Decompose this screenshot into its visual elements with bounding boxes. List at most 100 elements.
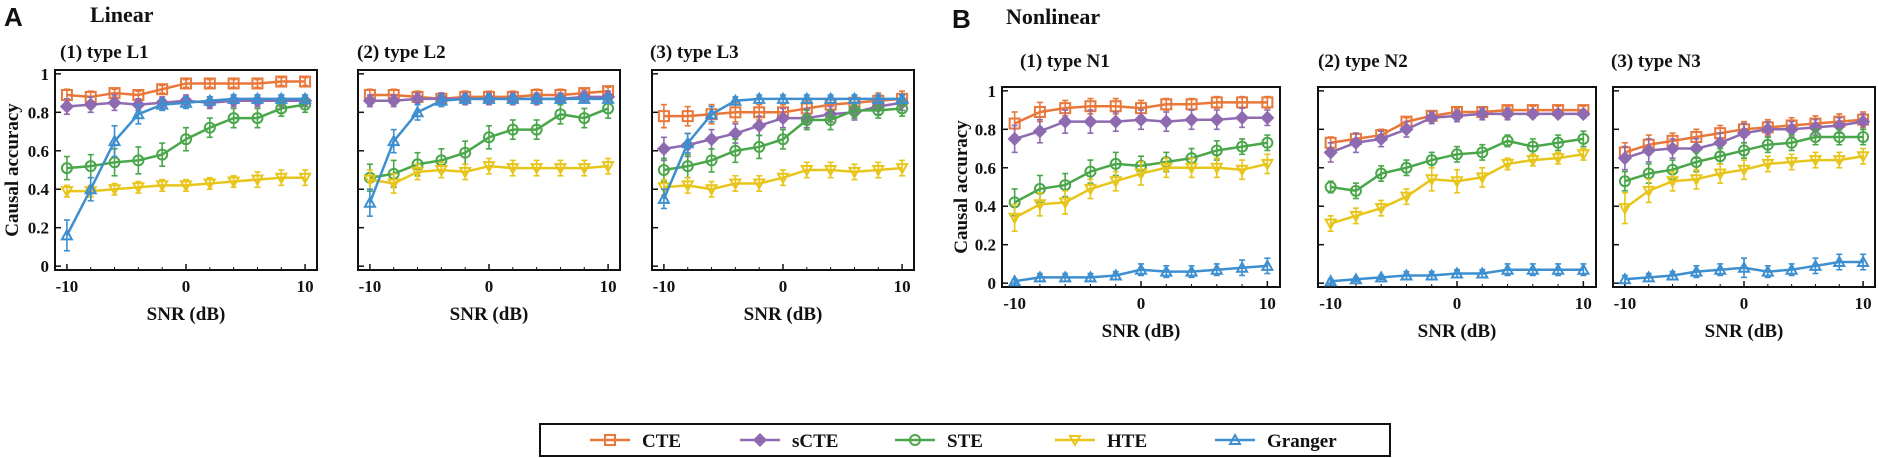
data-point <box>155 180 169 193</box>
y-tick-label: 0.6 <box>975 159 996 178</box>
data-point <box>1576 262 1591 275</box>
data-point <box>872 104 885 117</box>
data-point <box>578 112 591 125</box>
data-point <box>1210 96 1223 109</box>
series-line <box>65 97 306 236</box>
data-point <box>60 186 74 199</box>
data-point <box>1425 154 1438 167</box>
data-point <box>1109 157 1122 170</box>
data-point <box>362 93 377 108</box>
data-point <box>1551 262 1565 275</box>
data-point <box>1760 122 1775 137</box>
data-point <box>1261 136 1274 149</box>
data-point <box>1809 131 1822 143</box>
data-point <box>155 97 169 110</box>
data-point <box>1525 106 1540 121</box>
data-point <box>1451 148 1463 161</box>
legend-label: CTE <box>642 431 681 452</box>
data-point <box>529 163 544 176</box>
data-point <box>482 91 496 104</box>
data-point <box>895 163 909 176</box>
data-point <box>681 160 694 173</box>
data-point <box>1184 162 1199 175</box>
data-point <box>1323 145 1338 160</box>
data-point <box>1133 112 1149 127</box>
data-point <box>1375 167 1388 180</box>
data-point <box>1109 268 1123 281</box>
data-point <box>1260 258 1275 271</box>
data-point <box>1551 153 1565 166</box>
data-point <box>180 77 192 90</box>
data-point <box>203 121 216 134</box>
series-hte <box>657 159 909 198</box>
data-point <box>227 77 240 90</box>
x-tick-label: 0 <box>1137 294 1146 313</box>
series-ste <box>60 96 312 181</box>
data-point <box>1323 274 1338 287</box>
data-point <box>482 161 496 174</box>
x-tick-label: 0 <box>485 277 494 296</box>
data-point <box>1500 262 1515 275</box>
data-point <box>1501 134 1514 147</box>
data-point <box>132 154 145 167</box>
data-point <box>1450 266 1464 279</box>
data-point <box>1058 197 1072 210</box>
series-scte <box>1323 106 1591 163</box>
y-tick-label: 0.4 <box>975 197 997 216</box>
series-granger <box>657 91 909 210</box>
legend-label: HTE <box>1107 431 1147 452</box>
data-point <box>1134 168 1148 181</box>
data-point <box>434 165 449 178</box>
data-point <box>274 91 288 104</box>
x-tick-label: 0 <box>182 277 191 296</box>
y-tick-label: 0.2 <box>975 236 996 255</box>
data-point <box>1374 131 1389 146</box>
y-axis-label: Causal accuracy <box>951 120 972 254</box>
data-point <box>1083 270 1098 283</box>
x-tick-label: 10 <box>1855 294 1872 313</box>
data-point <box>1856 114 1871 129</box>
x-tick-label: -10 <box>1614 294 1637 313</box>
data-point <box>705 154 718 167</box>
y-axis-label: Causal accuracy <box>2 103 23 237</box>
data-point <box>107 134 122 147</box>
data-point <box>1236 140 1249 153</box>
section-title-linear: Linear <box>90 2 154 27</box>
data-point <box>299 75 312 88</box>
data-point <box>1235 110 1250 125</box>
x-tick-label: 10 <box>1259 294 1276 313</box>
data-point <box>1476 146 1489 159</box>
data-point <box>1235 164 1249 177</box>
data-point <box>1577 132 1590 145</box>
section-letter-a: A <box>4 2 23 32</box>
chart-panel-l2: (2) type L2 -10 0 10 SNR (dB) <box>357 42 621 325</box>
data-point <box>752 178 766 191</box>
x-tick-label: 0 <box>779 277 788 296</box>
data-point <box>800 114 813 126</box>
y-tick-label: 0.4 <box>28 180 50 199</box>
data-point <box>1526 262 1540 275</box>
y-tick-label: 0.2 <box>28 219 49 238</box>
data-point <box>1374 203 1388 216</box>
data-point <box>83 97 98 112</box>
data-point <box>1832 254 1846 267</box>
x-tick-label: 10 <box>894 277 911 296</box>
y-tick-label: 0 <box>988 274 997 293</box>
data-point <box>387 178 401 191</box>
x-tick-label: 10 <box>297 277 314 296</box>
panel-title: (1) type L1 <box>60 42 149 63</box>
data-point <box>1109 176 1123 189</box>
data-point <box>823 91 838 104</box>
data-point <box>1184 264 1199 277</box>
data-point <box>250 174 265 187</box>
data-point <box>1618 203 1632 216</box>
x-axis-label: SNR (dB) <box>450 304 529 325</box>
data-point <box>506 163 520 176</box>
data-point <box>1552 136 1565 149</box>
data-point <box>458 166 472 179</box>
data-point <box>1032 124 1047 139</box>
legend-label: Granger <box>1267 431 1337 452</box>
data-point <box>298 172 312 185</box>
data-point <box>363 174 377 187</box>
data-point <box>800 165 814 178</box>
